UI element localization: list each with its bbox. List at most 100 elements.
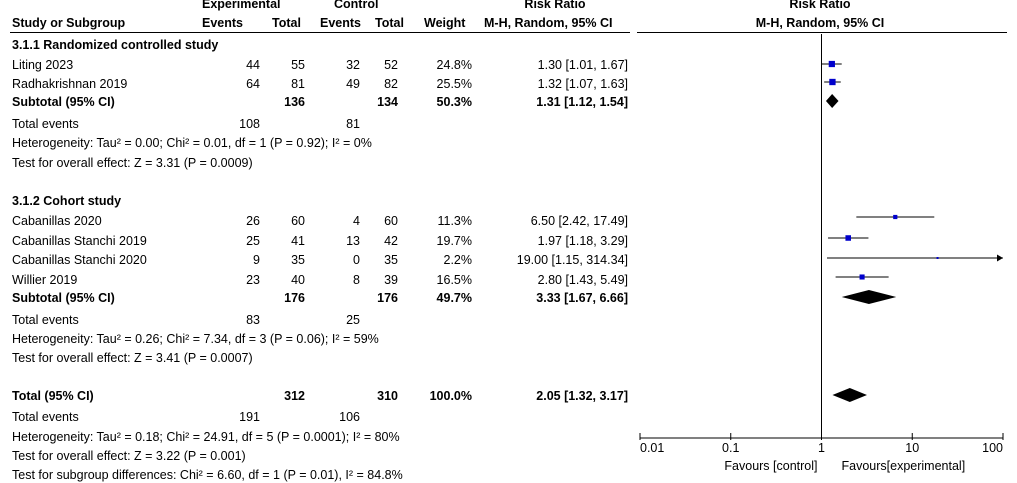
study-name: Willier 2019: [12, 273, 78, 287]
heterogeneity: Heterogeneity: Tau² = 0.00; Chi² = 0.01,…: [12, 136, 372, 150]
e-events: 26: [246, 214, 260, 228]
header-weight: Weight: [424, 16, 466, 30]
study-square: [936, 257, 939, 259]
ci-arrow: [997, 254, 1003, 262]
weight: 11.3%: [437, 214, 472, 228]
subtotal-label: Subtotal (95% CI): [12, 291, 115, 305]
study-name: Liting 2023: [12, 58, 74, 72]
c-total: 35: [384, 253, 398, 267]
pooled-diamond: [841, 290, 897, 304]
total-events-label: Total events: [12, 410, 79, 424]
study-name: Cabanillas 2020: [12, 214, 102, 228]
c-total: 39: [384, 273, 398, 287]
e-total: 136: [284, 95, 305, 109]
header-underline: [10, 32, 630, 33]
ci: 1.32 [1.07, 1.63]: [537, 77, 628, 91]
pooled-diamond: [825, 94, 839, 108]
e-events: 25: [246, 234, 260, 248]
e-total: 40: [291, 273, 305, 287]
c-events: 49: [346, 77, 360, 91]
ci: 1.31 [1.12, 1.54]: [536, 95, 628, 109]
weight: 2.2%: [443, 253, 473, 267]
x-axis-tick-label: 0.01: [640, 441, 664, 455]
ci: 6.50 [2.42, 17.49]: [530, 214, 628, 228]
total-events-e: 83: [246, 313, 260, 327]
favours-experimental-label: Favours[experimental]: [842, 459, 966, 473]
x-axis-tick-label: 10: [905, 441, 919, 455]
e-total: 41: [291, 234, 305, 248]
e-events: 44: [246, 58, 260, 72]
ci: 19.00 [1.15, 314.34]: [516, 253, 628, 267]
e-total: 312: [284, 389, 305, 403]
ci: 3.33 [1.67, 6.66]: [536, 291, 628, 305]
c-total: 176: [377, 291, 398, 305]
weight: 24.8%: [436, 58, 472, 72]
heterogeneity: Heterogeneity: Tau² = 0.18; Chi² = 24.91…: [12, 430, 400, 444]
subtotal-label: Subtotal (95% CI): [12, 95, 115, 109]
e-events: 64: [246, 77, 260, 91]
ci: 2.05 [1.32, 3.17]: [536, 389, 628, 403]
ci: 1.97 [1.18, 3.29]: [537, 234, 628, 248]
header-underline-plot: [637, 32, 1007, 33]
total-label: Total (95% CI): [12, 389, 94, 403]
c-total: 60: [384, 214, 398, 228]
weight: 19.7%: [436, 234, 472, 248]
total-events-label: Total events: [12, 117, 79, 131]
header-experimental: Experimental: [202, 0, 281, 11]
header-method-plot: M-H, Random, 95% CI: [755, 16, 885, 30]
c-events: 13: [346, 234, 360, 248]
total-events-label: Total events: [12, 313, 79, 327]
study-name: Cabanillas Stanchi 2020: [12, 253, 147, 267]
e-total: 55: [291, 58, 305, 72]
x-axis-tick-label: 0.1: [722, 441, 739, 455]
favours-control-label: Favours [control]: [724, 459, 817, 473]
header-e-events: Events: [202, 16, 243, 30]
weight: 16.5%: [436, 273, 472, 287]
study-square: [893, 214, 898, 220]
header-method: M-H, Random, 95% CI: [484, 16, 613, 30]
study-name: Radhakrishnan 2019: [12, 77, 128, 91]
study-square: [828, 60, 835, 68]
heterogeneity: Heterogeneity: Tau² = 0.26; Chi² = 7.34,…: [12, 332, 379, 346]
x-axis-tick-label: 1: [818, 441, 825, 455]
study-square: [859, 274, 865, 280]
pooled-diamond: [832, 388, 867, 402]
weight: 50.3%: [436, 95, 472, 109]
weight: 49.7%: [436, 291, 472, 305]
overall-effect: Test for overall effect: Z = 3.22 (P = 0…: [12, 449, 246, 463]
header-c-events: Events: [320, 16, 361, 30]
header-c-total: Total: [375, 16, 404, 30]
study-name: Cabanillas Stanchi 2019: [12, 234, 147, 248]
c-total: 134: [377, 95, 398, 109]
e-total: 81: [291, 77, 305, 91]
subgroup-differences: Test for subgroup differences: Chi² = 6.…: [12, 468, 403, 482]
ci: 1.30 [1.01, 1.67]: [537, 58, 628, 72]
header-e-total: Total: [272, 16, 301, 30]
e-total: 35: [291, 253, 305, 267]
e-events: 9: [253, 253, 260, 267]
x-axis-tick-label: 100: [982, 441, 1003, 455]
study-square: [845, 235, 851, 241]
weight: 25.5%: [436, 77, 472, 91]
ci: 2.80 [1.43, 5.49]: [537, 273, 628, 287]
e-events: 23: [246, 273, 260, 287]
c-total: 82: [384, 77, 398, 91]
study-square: [829, 78, 836, 86]
overall-effect: Test for overall effect: Z = 3.31 (P = 0…: [12, 156, 253, 170]
subgroup-title: 3.1.1 Randomized controlled study: [12, 38, 219, 52]
weight: 100.0%: [429, 389, 472, 403]
total-events-c: 106: [339, 410, 360, 424]
total-events-c: 25: [346, 313, 360, 327]
c-total: 42: [384, 234, 398, 248]
e-total: 176: [284, 291, 305, 305]
overall-effect: Test for overall effect: Z = 3.41 (P = 0…: [12, 351, 253, 365]
header-risk-ratio-plot: Risk Ratio: [789, 0, 851, 11]
c-events: 8: [353, 273, 360, 287]
c-total: 52: [384, 58, 398, 72]
total-events-e: 191: [239, 410, 260, 424]
subgroup-title: 3.1.2 Cohort study: [12, 194, 122, 208]
header-study: Study or Subgroup: [12, 16, 126, 30]
c-events: 0: [353, 253, 360, 267]
total-events-c: 81: [346, 117, 360, 131]
